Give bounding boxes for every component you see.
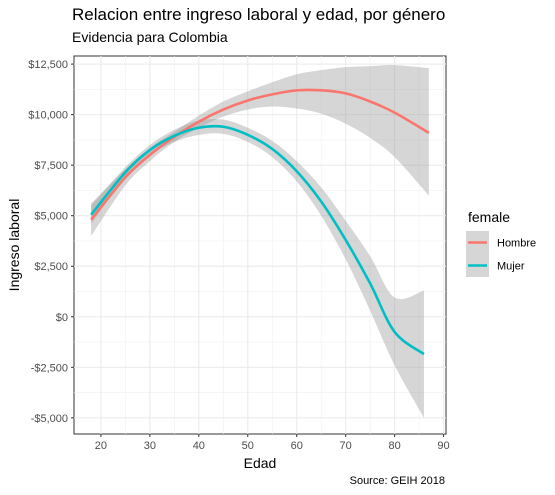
y-tick-label: $12,500 bbox=[28, 59, 68, 71]
chart-subtitle: Evidencia para Colombia bbox=[72, 29, 228, 45]
y-axis-title: Ingreso laboral bbox=[6, 199, 22, 292]
grid-lines bbox=[74, 56, 446, 434]
x-tick-label: 20 bbox=[95, 440, 107, 452]
ci-band-mujer bbox=[91, 119, 424, 418]
y-tick-label: -$2,500 bbox=[31, 362, 68, 374]
y-tick-label: -$5,000 bbox=[31, 413, 68, 425]
y-tick-label: $5,000 bbox=[34, 211, 68, 223]
legend-label-hombre: Hombre bbox=[497, 238, 536, 250]
confidence-bands bbox=[91, 65, 429, 418]
y-tick-label: $2,500 bbox=[34, 261, 68, 273]
chart-title: Relacion entre ingreso laboral y edad, p… bbox=[72, 5, 446, 24]
legend-title: female bbox=[468, 209, 510, 225]
plot-panel bbox=[73, 55, 447, 435]
legend-label-mujer: Mujer bbox=[497, 261, 525, 273]
x-tick-label: 40 bbox=[193, 440, 205, 452]
x-tick-label: 30 bbox=[144, 440, 156, 452]
y-tick-label: $0 bbox=[56, 312, 68, 324]
chart-caption: Source: GEIH 2018 bbox=[349, 475, 445, 487]
x-axis: 20 30 40 50 60 70 80 90 bbox=[95, 434, 450, 452]
legend: female Hombre Mujer bbox=[466, 209, 536, 277]
y-tick-label: $10,000 bbox=[28, 110, 68, 122]
ci-band-hombre bbox=[91, 65, 429, 236]
x-tick-label: 70 bbox=[340, 440, 352, 452]
x-tick-label: 50 bbox=[242, 440, 254, 452]
series-lines bbox=[90, 88, 430, 356]
x-tick-label: 60 bbox=[291, 440, 303, 452]
series-line-mujer bbox=[90, 124, 425, 356]
x-tick-label: 90 bbox=[437, 440, 449, 452]
y-axis: -$5,000 -$2,500 $0 $2,500 $5,000 $7,500 $10,00… bbox=[28, 59, 74, 425]
x-tick-label: 80 bbox=[388, 440, 400, 452]
series-line-hombre bbox=[90, 88, 430, 221]
x-axis-title: Edad bbox=[244, 455, 277, 471]
y-tick-label: $7,500 bbox=[34, 160, 68, 172]
